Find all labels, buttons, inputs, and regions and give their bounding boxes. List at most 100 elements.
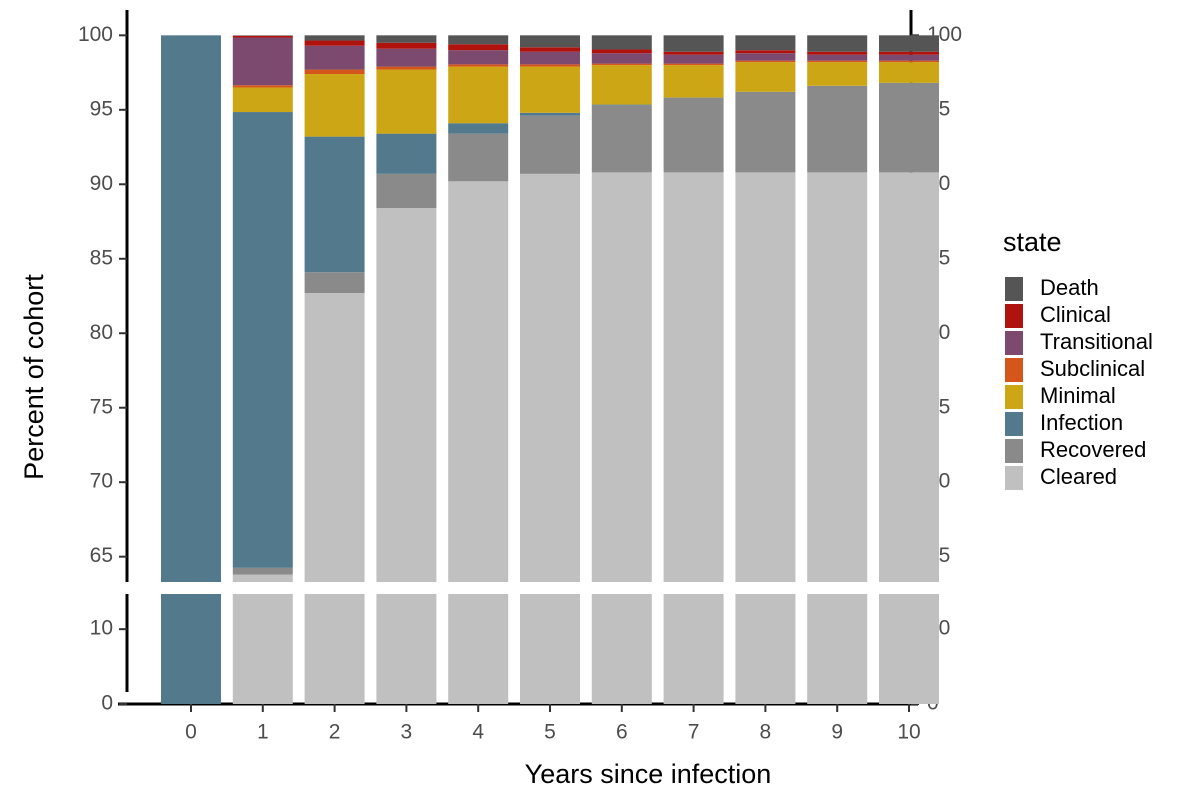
legend-title: state [1003,227,1062,257]
legend-label: Transitional [1040,329,1153,354]
bar-segment [879,83,939,172]
x-tick-label: 0 [185,721,197,744]
y-tick-label: 85 [90,246,113,269]
bar-segment [879,62,939,83]
bar-segment [807,55,867,61]
bar-segment [161,35,221,582]
bar-segment [879,52,939,55]
x-tick-label: 6 [616,721,628,744]
bar-segment [448,50,508,64]
bar-segment [520,35,580,47]
bar-segment [735,92,795,172]
bar-segment [592,64,652,65]
bar-segment [233,575,293,582]
bar-segment [376,67,436,70]
bar-segment [592,172,652,582]
bar-segment [592,53,652,63]
bar-segment [448,181,508,582]
legend-label: Subclinical [1040,356,1145,381]
bar-segment [879,61,939,62]
x-tick-label: 3 [401,721,413,744]
bar-segment [233,568,293,575]
bar-segment [592,65,652,104]
y-tick-label: 65 [90,544,113,567]
bar-segment [448,123,508,133]
y-axis-title: Percent of cohort [19,274,49,480]
bar-segment [879,172,939,582]
x-tick-label: 8 [760,721,772,744]
bar-segment [592,105,652,172]
bar-segment [664,172,724,582]
bar-segment [735,53,795,60]
bar-segment [664,35,724,51]
bar-segment [807,52,867,55]
y-tick-label: 0 [101,692,113,715]
x-tick-label: 1 [257,721,269,744]
bar-segment [807,61,867,62]
bar-segment [664,98,724,172]
bar-segment [448,594,508,704]
bar-segment [233,85,293,87]
bar-segment [520,113,580,116]
bar-segment [592,105,652,106]
bar-segment [735,172,795,582]
bar-segment [376,70,436,134]
legend-swatch [1005,358,1023,382]
x-tick-label: 7 [688,721,700,744]
legend-swatch [1005,277,1023,301]
bar-segment [735,35,795,50]
bar-segment [735,62,795,92]
bar-segment [520,67,580,113]
legend-swatch [1005,331,1023,355]
bar-segment [305,70,365,74]
bar-segment [305,272,365,293]
bar-segment [448,44,508,50]
bar-segment [520,64,580,66]
bar-segment [448,67,508,124]
bar-segment [305,35,365,40]
legend-label: Cleared [1040,464,1117,489]
y-tick-label: 75 [90,395,113,418]
legend-label: Infection [1040,410,1123,435]
x-tick-label: 9 [831,721,843,744]
bar-segment [305,74,365,137]
bar-segment [233,112,293,568]
bar-segment [305,137,365,273]
legend-label: Death [1040,275,1099,300]
bar-segment [664,64,724,65]
bar-segment [664,65,724,97]
legend-swatch [1005,412,1023,436]
y-tick-label: 80 [90,321,113,344]
y-tick-label: 90 [90,172,113,195]
y-tick-label: 70 [90,470,113,493]
x-tick-label: 4 [472,721,484,744]
legend-swatch [1005,385,1023,409]
x-tick-label: 2 [329,721,341,744]
legend-label: Clinical [1040,302,1111,327]
bar-segment [376,134,436,174]
x-tick-label: 5 [544,721,556,744]
bar-segment [807,35,867,51]
bar-segment [376,43,436,49]
bar-segment [807,594,867,704]
bar-segment [376,208,436,582]
bar-segment [664,55,724,64]
bar-segment [879,35,939,51]
bar-segment [735,594,795,704]
bar-segment [448,134,508,182]
x-axis-title: Years since infection [525,759,772,789]
bar-segment [233,594,293,704]
bar-segment [592,594,652,704]
bar-segment [305,293,365,582]
bar-segment [305,46,365,70]
bar-segment [376,49,436,67]
bar-segment [305,594,365,704]
bar-segment [592,35,652,49]
bar-segment [520,116,580,174]
bar-segment [448,35,508,44]
legend-swatch [1005,439,1023,463]
y-tick-label: 95 [90,97,113,120]
bar-segment [735,50,795,53]
bar-segment [807,62,867,86]
